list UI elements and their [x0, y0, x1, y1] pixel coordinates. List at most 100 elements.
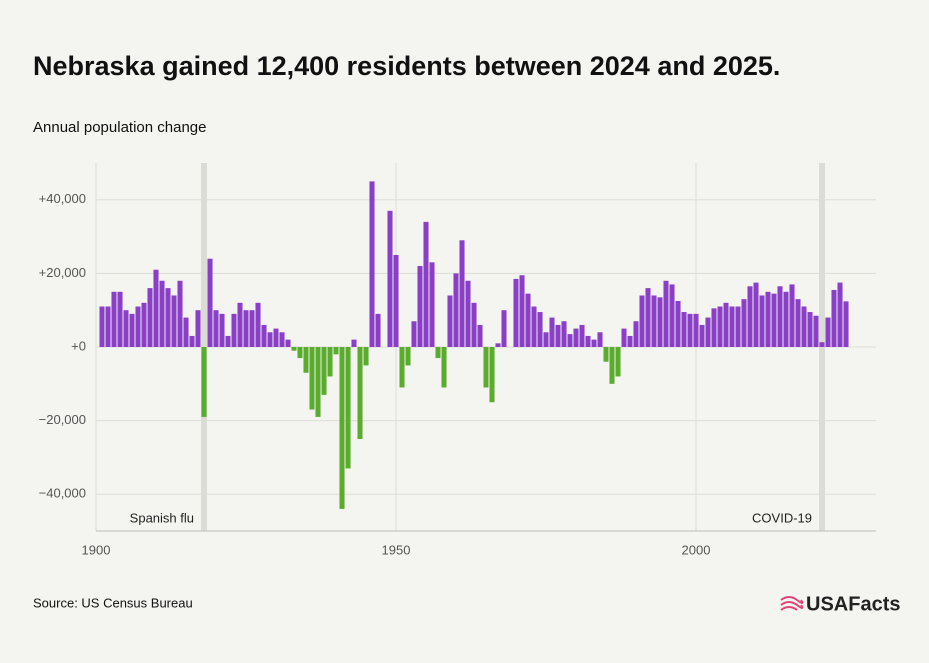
bar: [141, 302, 147, 347]
bar: [471, 302, 477, 347]
bar: [687, 313, 693, 347]
bar: [663, 280, 669, 347]
bar: [201, 347, 207, 417]
bar: [417, 266, 423, 347]
bar: [465, 280, 471, 347]
bar: [393, 255, 399, 347]
bar: [675, 301, 681, 347]
bar: [219, 313, 225, 347]
bar: [681, 312, 687, 347]
bar: [123, 310, 129, 347]
brand: USAFacts: [806, 593, 900, 615]
bar: [369, 181, 375, 347]
bar: [309, 347, 315, 410]
bar: [759, 295, 765, 347]
bar: [129, 313, 135, 347]
bar: [555, 324, 561, 347]
bar: [579, 324, 585, 347]
bar: [105, 306, 111, 347]
bar: [717, 306, 723, 347]
bar: [315, 347, 321, 417]
bar: [489, 347, 495, 403]
bar: [669, 284, 675, 347]
bar: [723, 302, 729, 347]
bar: [111, 291, 117, 347]
y-tick-label: +20,000: [39, 265, 86, 280]
bar: [153, 269, 159, 347]
bar: [801, 306, 807, 347]
bar: [279, 332, 285, 347]
bar: [531, 306, 537, 347]
bar: [405, 347, 411, 366]
bar: [699, 324, 705, 347]
bar: [387, 210, 393, 347]
bar: [273, 328, 279, 347]
bar: [819, 342, 825, 347]
chart-subtitle: Annual population change: [33, 119, 206, 136]
highlight-label: COVID-19: [752, 510, 812, 525]
bar: [183, 317, 189, 347]
bar: [609, 347, 615, 384]
bar: [621, 328, 627, 347]
bar: [831, 289, 837, 347]
bar: [327, 347, 333, 377]
bar: [321, 347, 327, 395]
bar: [483, 347, 489, 388]
bar: [789, 284, 795, 347]
bar: [633, 321, 639, 347]
bar: [537, 312, 543, 347]
bar: [195, 310, 201, 347]
bar: [549, 317, 555, 347]
bar: [645, 288, 651, 347]
bar: [303, 347, 309, 373]
bar: [135, 306, 141, 347]
bar: [423, 221, 429, 347]
bar: [495, 343, 501, 347]
bar: [435, 347, 441, 359]
bar: [261, 324, 267, 347]
bar: [807, 312, 813, 347]
bar: [165, 288, 171, 347]
bar: [777, 286, 783, 347]
bar: [615, 347, 621, 377]
bar: [447, 295, 453, 347]
bar: [705, 317, 711, 347]
x-tick-label: 2000: [682, 542, 711, 557]
bar: [783, 291, 789, 347]
bar: [753, 282, 759, 347]
bar: [795, 299, 801, 347]
bar: [771, 293, 777, 347]
bar: [639, 295, 645, 347]
bar: [597, 332, 603, 347]
bar: [603, 347, 609, 362]
bar: [249, 310, 255, 347]
bar: [441, 347, 447, 388]
bar: [357, 347, 363, 439]
bar: [237, 302, 243, 347]
y-tick-label: −20,000: [39, 412, 86, 427]
bar: [747, 286, 753, 347]
source: Source: US Census Bureau: [33, 595, 193, 610]
bar: [99, 306, 105, 347]
bar: [411, 321, 417, 347]
bar: [765, 291, 771, 347]
bar: [627, 335, 633, 347]
bar: [375, 313, 381, 347]
bar: [225, 335, 231, 347]
bar: [351, 339, 357, 347]
bar: [429, 262, 435, 347]
bar: [333, 347, 339, 355]
bar: [561, 321, 567, 347]
chart-title: Nebraska gained 12,400 residents between…: [33, 51, 780, 81]
y-tick-label: −40,000: [39, 486, 86, 501]
bar: [477, 324, 483, 347]
bar: [711, 308, 717, 347]
bar: [363, 347, 369, 366]
y-tick-label: +40,000: [39, 191, 86, 206]
bar: [741, 299, 747, 347]
x-tick-label: 1950: [382, 542, 411, 557]
bar: [525, 293, 531, 347]
bar: [825, 317, 831, 347]
bar: [735, 306, 741, 347]
